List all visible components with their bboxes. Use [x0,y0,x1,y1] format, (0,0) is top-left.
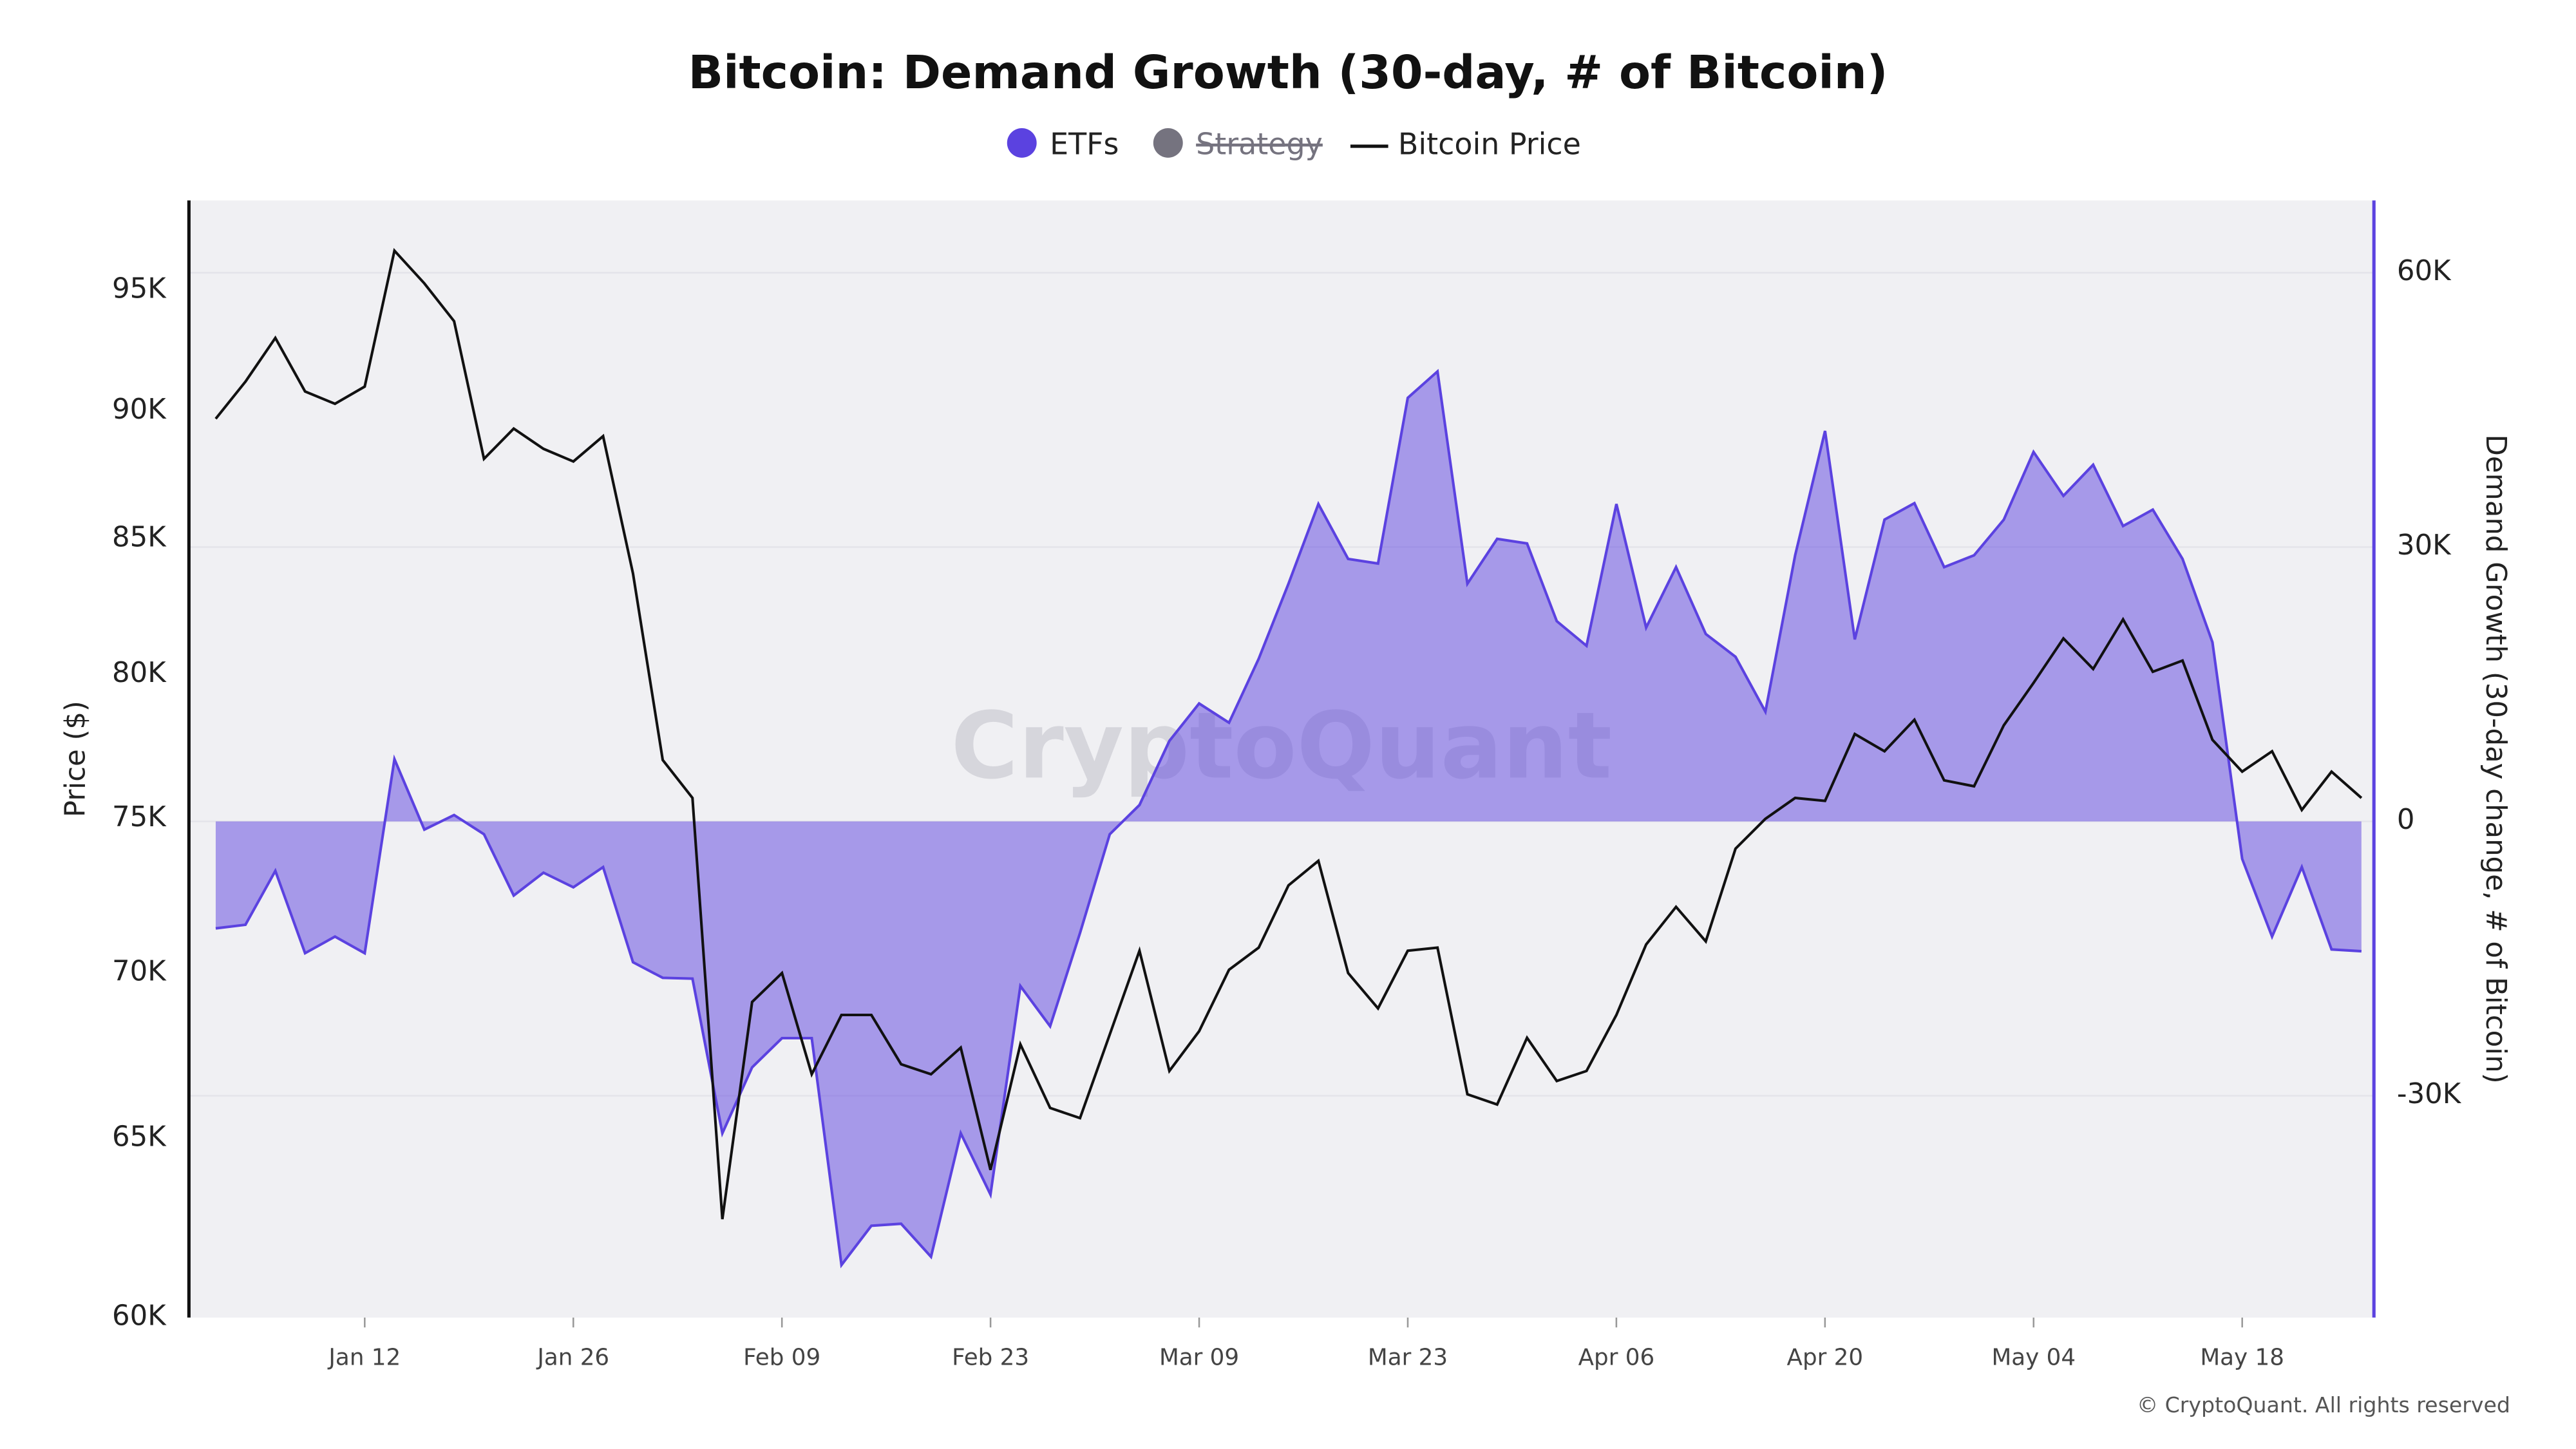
x-tick-label: Jan 26 [536,1345,609,1371]
y-axis-label: Price ($) [59,701,91,817]
y2-tick-label: -30K [2397,1078,2462,1110]
y2-tick-label: 30K [2397,529,2452,562]
x-tick-label: Mar 23 [1368,1345,1448,1371]
legend-label[interactable]: Strategy [1196,127,1323,162]
y-tick-label: 75K [112,801,167,833]
line [214,248,2363,1220]
y-tick-label: 70K [112,955,167,987]
footer: © CryptoQuant. All rights reserved [2137,1392,2510,1417]
legend-swatch [1007,128,1037,158]
x-tick-label: May 18 [2200,1345,2284,1371]
area-edge [215,368,2362,1269]
y2-tick-label: 60K [2397,255,2452,287]
legend-swatch [1153,128,1183,158]
y-tick-label: 95K [112,272,167,305]
x-tick-label: Feb 23 [952,1345,1029,1371]
x-tick-label: Feb 09 [743,1345,820,1371]
y-tick-label: 90K [112,393,167,426]
y2-axis-label: Demand Growth (30-day change, # of Bitco… [2479,435,2512,1084]
y-tick-label: 85K [112,521,167,553]
x-tick-label: Mar 09 [1159,1345,1239,1371]
y-tick-label: 80K [112,657,167,689]
x-tick-label: Jan 12 [327,1345,401,1371]
legend: ETFs Strategy Bitcoin Price [1007,127,1581,162]
legend-label[interactable]: Bitcoin Price [1398,127,1581,162]
y-tick-label: 60K [112,1300,167,1332]
x-tick-label: May 04 [1991,1345,2076,1371]
x-tick-label: Apr 20 [1787,1345,1864,1371]
area [215,371,2362,1265]
x-tick-label: Apr 06 [1578,1345,1655,1371]
chart-title: Bitcoin: Demand Growth (30-day, # of Bit… [688,46,1888,99]
y-tick-label: 65K [112,1121,167,1153]
y2-tick-label: 0 [2397,804,2415,836]
legend-label[interactable]: ETFs [1050,127,1119,162]
